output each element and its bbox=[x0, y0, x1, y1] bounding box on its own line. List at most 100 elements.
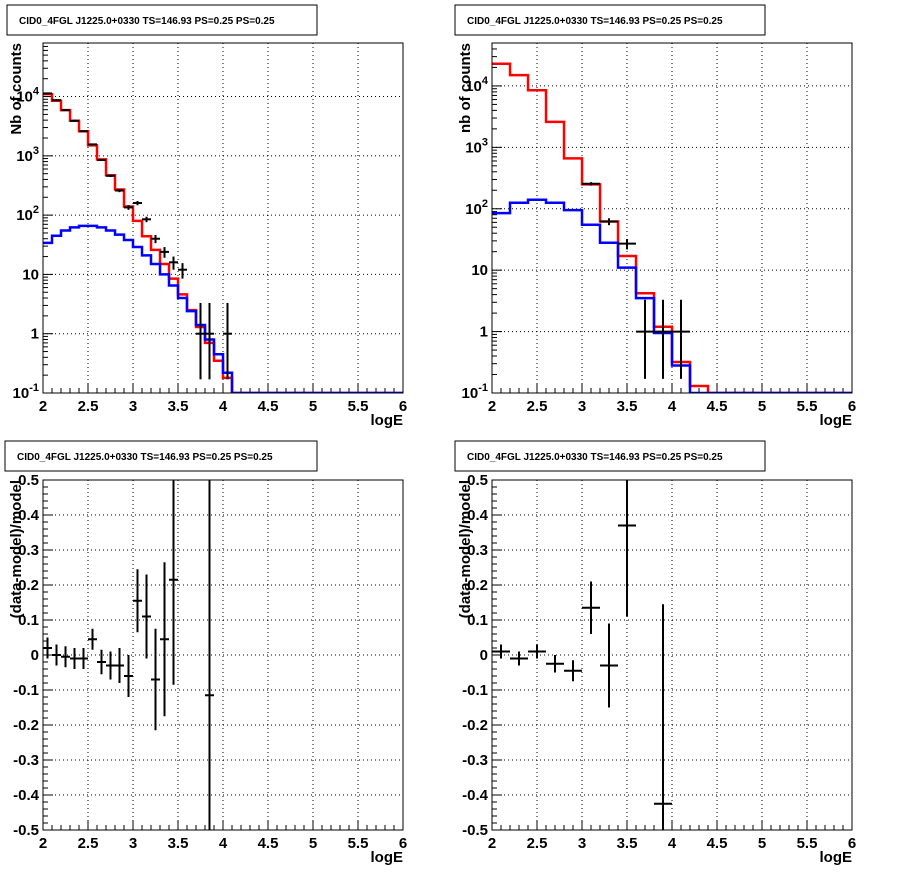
y-tick-label: 0.4 bbox=[467, 507, 489, 524]
y-tick-label: 10-1 bbox=[13, 382, 39, 402]
data-point bbox=[205, 302, 214, 380]
y-tick-label: 0 bbox=[480, 647, 488, 664]
y-tick-label: -0.2 bbox=[13, 717, 39, 734]
data-point bbox=[142, 216, 151, 223]
y-tick-label: 10 bbox=[471, 262, 488, 279]
data-point bbox=[106, 174, 115, 178]
data-point bbox=[133, 201, 142, 206]
y-tick-label: 103 bbox=[465, 136, 488, 156]
data-point bbox=[636, 299, 654, 379]
y-tick-label: 0.1 bbox=[18, 612, 39, 629]
chart-title: CID0_4FGL J1225.0+0330 TS=146.93 PS=0.25… bbox=[17, 452, 273, 463]
y-axis-title: (data-model)/model bbox=[457, 480, 474, 618]
x-tick-label: 6 bbox=[848, 835, 856, 852]
y-tick-label: 0.5 bbox=[18, 472, 39, 489]
x-tick-label: 5 bbox=[758, 398, 766, 415]
x-tick-label: 6 bbox=[399, 398, 407, 415]
grid bbox=[43, 43, 403, 393]
x-tick-label: 4.5 bbox=[707, 835, 728, 852]
panel-spectrum-left: 2 2.5 3 3.5 4 4.5 5 5.5 6 10-1 1 10 102 103 104 logE Nb … bbox=[6, 4, 407, 429]
chart-title: CID0_4FGL J1225.0+0330 TS=146.93 PS=0.25… bbox=[19, 16, 275, 27]
y-tick-label: 10-1 bbox=[462, 382, 488, 402]
x-tick-label: 5.5 bbox=[797, 835, 818, 852]
data-point bbox=[52, 99, 61, 102]
x-tick-label: 4.5 bbox=[707, 398, 728, 415]
chart-title: CID0_4FGL J1225.0+0330 TS=146.93 PS=0.25… bbox=[467, 452, 723, 463]
data-point bbox=[654, 299, 672, 379]
series-1-step-line bbox=[492, 198, 852, 393]
x-axis-title: logE bbox=[371, 412, 404, 429]
data-point bbox=[582, 581, 600, 634]
y-axis-title: Nb of counts bbox=[8, 43, 25, 135]
data-point bbox=[88, 628, 97, 650]
data-point bbox=[115, 188, 124, 193]
data-point bbox=[600, 623, 618, 708]
title-box bbox=[454, 440, 766, 472]
y-axis-title: nb of counts bbox=[457, 43, 474, 133]
y-tick-label: 0.2 bbox=[467, 577, 488, 594]
y-tick-label: 102 bbox=[16, 204, 39, 224]
title-box bbox=[454, 4, 766, 36]
data-point bbox=[97, 649, 106, 675]
x-tick-label: 2.5 bbox=[78, 398, 99, 415]
x-tick-label: 2 bbox=[39, 835, 47, 852]
series-1-step-line bbox=[43, 224, 403, 393]
x-tick-label: 5 bbox=[309, 398, 317, 415]
data-point bbox=[79, 130, 88, 133]
y-tick-label: -0.4 bbox=[13, 787, 40, 804]
plot-frame bbox=[42, 42, 404, 394]
data-point bbox=[133, 569, 142, 633]
y-tick-label: -0.4 bbox=[462, 787, 489, 804]
x-tick-label: 4 bbox=[668, 398, 677, 415]
x-tick-label: 3.5 bbox=[617, 398, 638, 415]
data-point bbox=[178, 263, 187, 279]
data-point bbox=[582, 182, 600, 186]
data-point bbox=[169, 256, 178, 270]
data-point bbox=[600, 218, 618, 226]
x-tick-label: 2 bbox=[39, 398, 47, 415]
panel-residual-left: 2 2.5 3 3.5 4 4.5 5 5.5 6 -0.5 -0.4 -0.3 -0.2 -0.1 0 0.… bbox=[4, 440, 407, 866]
data-point bbox=[618, 238, 636, 250]
x-tick-label: 2 bbox=[488, 835, 496, 852]
y-tick-label: 0.5 bbox=[467, 472, 488, 489]
data-point bbox=[124, 655, 133, 697]
x-tick-label: 5.5 bbox=[348, 398, 369, 415]
data-layer bbox=[492, 62, 852, 393]
panel-spectrum-right: 2 2.5 3 3.5 4 4.5 5 5.5 6 10-1 1 10 102 103 104 logE nb … bbox=[454, 4, 856, 429]
data-point bbox=[169, 480, 178, 685]
y-tick-label: -0.3 bbox=[13, 752, 39, 769]
data-point bbox=[528, 644, 546, 659]
chart-title: CID0_4FGL J1225.0+0330 TS=146.93 PS=0.25… bbox=[467, 16, 723, 27]
data-point bbox=[205, 480, 214, 830]
x-tick-label: 4 bbox=[219, 398, 228, 415]
title-box bbox=[4, 440, 318, 472]
x-tick-label: 2.5 bbox=[78, 835, 99, 852]
plot-frame bbox=[42, 479, 404, 831]
x-axis-title: logE bbox=[820, 412, 853, 429]
x-tick-label: 4 bbox=[668, 835, 677, 852]
data-point bbox=[124, 205, 133, 210]
data-point bbox=[223, 302, 232, 380]
x-tick-label: 4 bbox=[219, 835, 228, 852]
data-point bbox=[196, 302, 205, 380]
data-point bbox=[52, 644, 61, 666]
data-point bbox=[142, 574, 151, 659]
y-tick-label: 0.2 bbox=[18, 577, 39, 594]
x-axis-title: logE bbox=[820, 849, 853, 866]
y-tick-label: -0.1 bbox=[13, 682, 39, 699]
y-tick-label: 0.1 bbox=[467, 612, 488, 629]
x-tick-label: 2 bbox=[488, 398, 496, 415]
y-tick-label: 1 bbox=[480, 324, 488, 341]
grid bbox=[492, 480, 852, 830]
x-axis-title: logE bbox=[371, 849, 404, 866]
x-tick-label: 5.5 bbox=[348, 835, 369, 852]
y-tick-label: -0.2 bbox=[462, 717, 488, 734]
data-point bbox=[618, 480, 636, 617]
y-tick-label: 102 bbox=[465, 198, 488, 218]
data-point bbox=[88, 143, 97, 146]
x-tick-label: 3 bbox=[578, 398, 586, 415]
y-tick-label: 104 bbox=[465, 75, 489, 95]
data-point bbox=[151, 628, 160, 731]
data-point bbox=[546, 655, 564, 673]
